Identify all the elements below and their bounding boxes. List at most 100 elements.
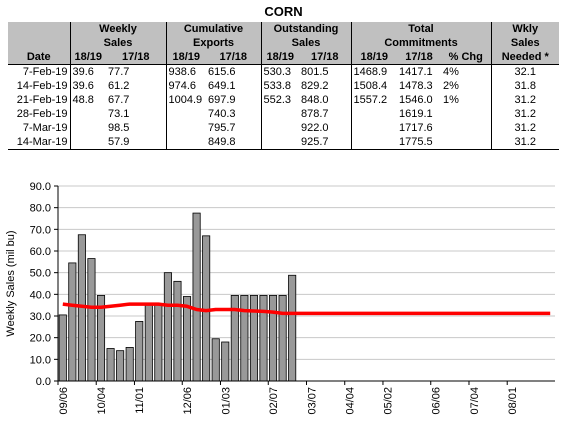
table-cell: 801.5 [301,66,329,78]
y-tick-label: 30.0 [30,311,51,323]
bar [240,295,249,382]
table-cell: 61.2 [108,80,130,92]
table-cell: 39.6 [69,79,106,93]
table-cell [441,135,491,149]
table-cell: 1557.2 [350,93,398,107]
table-row: 7-Mar-19 98.5 795.7 922.0 1717.6 31.2 [8,121,560,135]
header-needed: Wkly [490,22,560,36]
table-cell: 1717.6 [399,122,433,134]
header-sub: 17/18 [206,50,262,65]
header-date: Date [8,50,70,65]
table-cell: 1508.4 [350,79,398,93]
needed-sales-line [62,302,551,316]
table-cell: 697.9 [208,94,236,106]
table-cell: 31.2 [490,121,560,135]
table-cell: 1417.1 [399,66,433,78]
header-weekly-2: Sales [69,36,166,50]
table-cell: 4% [443,66,459,78]
table-cell: 1468.9 [350,64,398,79]
bar [135,321,144,382]
table-row: 7-Feb-19 39.6 77.7 938.6 615.6 530.3 801.5 1468… [8,64,560,79]
table-cell: 1478.3 [399,80,433,92]
x-tick-label: 04/04 [345,387,357,415]
bar [182,296,192,382]
x-tick-label: 10/04 [96,387,108,415]
row-date: 7-Feb-19 [22,66,68,78]
table-cell [260,121,300,135]
y-tick-label: 60.0 [30,246,51,258]
bar [192,212,201,382]
x-tick-label: 12/06 [182,387,194,415]
bar [116,350,125,382]
bar [249,295,258,382]
table-cell: 848.0 [301,94,329,106]
header-sub: 17/18 [299,50,352,65]
table-cell: 530.3 [260,64,300,79]
table-row: 14-Feb-19 39.6 61.2 974.6 649.1 533.8 829.2 150… [8,79,560,93]
header-cumulative-2: Exports [165,36,262,50]
table-cell [69,121,106,135]
table-cell: 938.6 [165,64,206,79]
y-tick-label: 90.0 [30,181,51,193]
row-date: 21-Feb-19 [16,94,68,106]
table-cell [350,121,398,135]
x-tick-label: 09/06 [58,387,70,415]
y-tick-label: 70.0 [30,224,51,236]
header-sub: 17/18 [397,50,442,65]
table-cell: 1% [443,94,459,106]
table-cell: 1546.0 [399,94,433,106]
table-cell: 73.1 [108,108,130,120]
table-cell: 1775.5 [399,136,433,148]
table-cell: 31.2 [490,107,560,121]
table-cell: 974.6 [165,79,206,93]
header-row-2: Sales Exports Sales Commitments Sales [8,36,560,50]
header-sub: 18/19 [350,50,398,65]
bar [68,262,77,382]
table-cell [69,107,106,121]
bar [211,338,220,382]
table-cell [441,107,491,121]
table-cell [350,107,398,121]
table-cell: 67.7 [108,94,130,106]
table-cell: 740.3 [208,108,236,120]
x-tick-label: 05/02 [383,387,395,415]
bar [144,304,153,382]
y-axis-label: Weekly Sales (mil bu) [5,230,17,336]
table-cell [441,121,491,135]
header-outstanding: Outstanding [260,22,352,36]
y-tick-label: 10.0 [30,354,51,366]
table-cell: 552.3 [260,93,300,107]
header-cumulative: Cumulative [165,22,262,36]
header-row-3: Date 18/19 17/18 18/19 17/18 18/19 17/18… [8,50,560,65]
row-date: 14-Feb-19 [16,80,68,92]
x-tick-label: 08/01 [507,387,519,415]
bar [163,272,172,382]
header-sub: 17/18 [106,50,166,65]
header-sub: 18/19 [69,50,106,65]
bar [58,314,67,382]
report-title: CORN [264,4,303,19]
header-weekly: Weekly [69,22,166,36]
weekly-sales-chart: 0.0 10.0 20.0 30.0 40.0 50.0 60.0 70.0 80.0 90.0 0… [5,181,555,415]
table-cell: 32.1 [490,64,560,79]
header-total: Total [350,22,492,36]
bar [154,304,163,382]
bar [173,280,182,382]
table-cell: 829.2 [301,80,329,92]
table-cell: 795.7 [208,122,236,134]
table-cell: 31.2 [490,93,560,107]
table-cell: 98.5 [108,122,130,134]
y-tick-label: 80.0 [30,203,51,215]
table-cell [165,121,206,135]
table-cell: 878.7 [301,108,329,120]
header-total-2: Commitments [350,36,492,50]
y-tick-label: 50.0 [30,268,51,280]
bar [288,274,297,382]
table-cell [165,107,206,121]
table-cell: 39.6 [69,64,106,79]
table-cell: 1004.9 [165,93,206,107]
table-cell [260,107,300,121]
table-cell: 77.7 [108,66,130,78]
export-sales-table: Weekly Cumulative Outstanding Total Wkly… [8,22,560,149]
header-outstanding-2: Sales [260,36,352,50]
